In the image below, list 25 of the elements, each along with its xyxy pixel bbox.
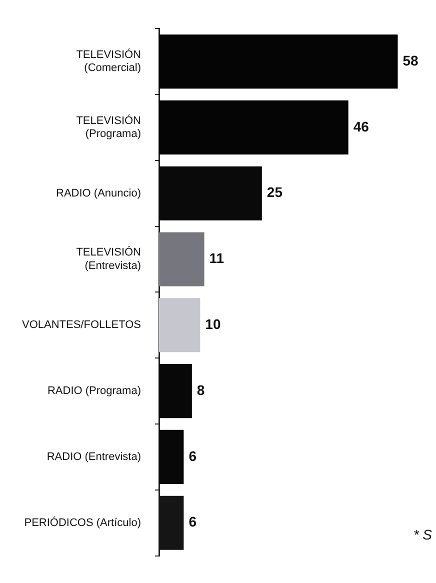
data-label: 10 xyxy=(205,316,221,332)
y-tick-label: RADIO (Entrevista) xyxy=(46,450,141,463)
y-tick-label: PERIÓDICOS (Artículo) xyxy=(24,516,141,529)
y-tick-label: TELEVISIÓN (Comercial) xyxy=(76,48,142,74)
y-tick-label: RADIO (Programa) xyxy=(47,385,141,398)
bar xyxy=(159,364,192,418)
data-label: 58 xyxy=(402,52,419,68)
bar xyxy=(159,430,184,484)
data-label: 6 xyxy=(188,514,197,530)
data-label: 8 xyxy=(196,382,205,398)
text: * S xyxy=(413,526,433,543)
y-tick-label: TELEVISIÓN (Entrevista) xyxy=(76,246,142,272)
data-label: 46 xyxy=(353,118,370,134)
y-tick-label: TELEVISIÓN (Programa) xyxy=(76,114,142,140)
data-label: 11 xyxy=(209,250,224,266)
bar xyxy=(159,496,184,550)
y-tick-label: VOLANTES/FOLLETOS xyxy=(22,319,141,332)
bar xyxy=(159,232,204,286)
data-label: 6 xyxy=(188,448,197,464)
bar xyxy=(159,100,348,154)
bar xyxy=(159,166,262,220)
data-label: 25 xyxy=(266,184,283,200)
bar xyxy=(159,34,398,89)
y-tick-label: RADIO (Anuncio) xyxy=(56,187,141,200)
bar xyxy=(159,298,200,352)
